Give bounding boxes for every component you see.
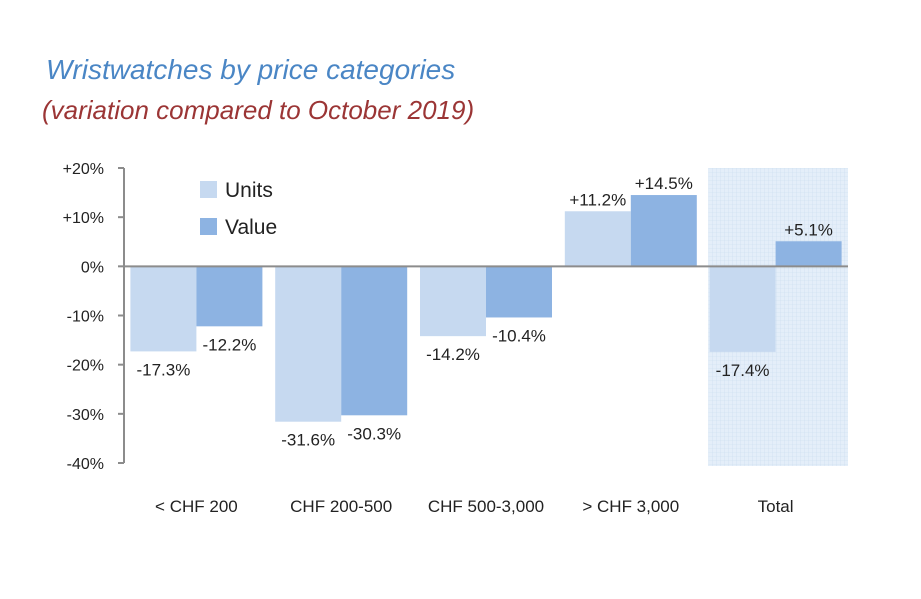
y-tick-label: -30%: [67, 407, 104, 424]
y-tick-label: +10%: [63, 210, 104, 227]
data-label-units: -17.4%: [716, 361, 770, 380]
chart-title: Wristwatches by price categories: [46, 54, 456, 85]
legend-swatch-units: [200, 181, 217, 198]
legend-swatch-value: [200, 218, 217, 235]
bar-units-3: [564, 211, 631, 267]
data-label-units: -14.2%: [426, 345, 480, 364]
bar-units-4: [709, 266, 776, 352]
bar-units-1: [275, 266, 342, 422]
legend-label-units: Units: [225, 179, 273, 202]
bar-value-1: [341, 266, 408, 416]
bar-value-3: [630, 195, 697, 267]
data-label-value: +5.1%: [784, 220, 833, 239]
data-label-value: -30.3%: [347, 424, 401, 443]
category-label: CHF 200-500: [290, 497, 392, 516]
data-label-units: +11.2%: [569, 190, 626, 209]
category-label: CHF 500-3,000: [428, 497, 544, 516]
bar-value-4: [775, 241, 842, 267]
y-tick-label: -20%: [67, 358, 104, 375]
y-tick-label: -10%: [67, 309, 104, 326]
y-tick-label: +20%: [63, 161, 104, 178]
legend-label-value: Value: [225, 216, 277, 239]
category-label: > CHF 3,000: [582, 497, 679, 516]
data-label-value: +14.5%: [635, 174, 693, 193]
bar-value-2: [486, 266, 552, 318]
bar-value-0: [196, 266, 263, 327]
category-label: Total: [758, 497, 794, 516]
y-tick-label: -40%: [67, 456, 104, 473]
bar-units-2: [420, 266, 486, 337]
data-label-units: -31.6%: [281, 431, 335, 450]
category-label: < CHF 200: [155, 497, 238, 516]
bar-units-0: [130, 266, 197, 352]
y-tick-label: 0%: [81, 259, 104, 276]
data-label-value: -12.2%: [202, 335, 256, 354]
data-label-value: -10.4%: [492, 326, 546, 345]
data-label-units: -17.3%: [136, 360, 190, 379]
chart-subtitle: (variation compared to October 2019): [42, 95, 475, 125]
